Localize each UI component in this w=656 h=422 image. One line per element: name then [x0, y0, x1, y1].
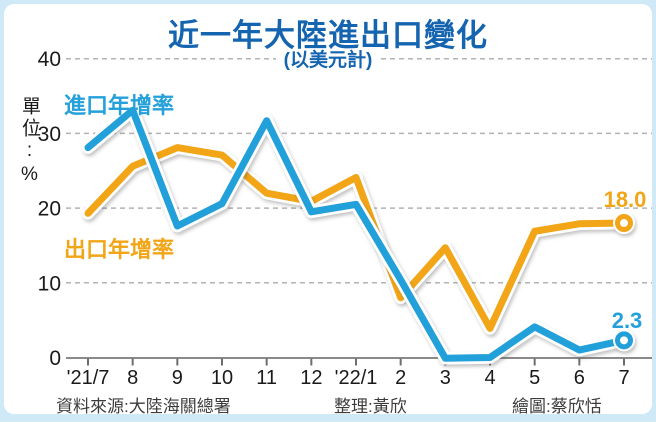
y-tick-label-30: 30 — [38, 123, 61, 146]
import-line-group — [81, 103, 631, 365]
import-last-value-label: 2.3 — [611, 308, 643, 333]
x-tick-label-3: 10 — [211, 367, 233, 389]
x-tick-label-9: 4 — [484, 367, 495, 389]
export-last-value-label: 18.0 — [603, 187, 647, 212]
y-tick-label-40: 40 — [38, 48, 61, 71]
export-endpoint-ring — [615, 214, 633, 233]
chart-subtitle: (以美元計) — [4, 45, 652, 72]
x-tick-label-11: 6 — [574, 367, 585, 389]
x-tick-label-12: 7 — [618, 367, 629, 389]
import-endpoint-marker — [613, 329, 635, 352]
x-tick-label-6: '22/1 — [335, 367, 378, 389]
y-tick-label-10: 10 — [38, 272, 61, 295]
chart-card: 0 10 20 30 40 '21/7 8 9 10 11 12 '22/1 2 3 4 5 6 7 近一年大陸進… — [4, 4, 652, 416]
y-tick-label-0: 0 — [49, 347, 61, 370]
export-line-group — [81, 141, 631, 335]
export-endpoint-marker — [613, 212, 635, 235]
x-tick-label-4: 11 — [256, 367, 277, 389]
editor-credit: 整理:黃欣 — [334, 397, 407, 416]
y-axis-unit-label: 單位:% — [19, 96, 40, 188]
x-tick-label-0: '21/7 — [67, 367, 110, 389]
x-tick-label-2: 9 — [172, 367, 183, 389]
import-endpoint-ring — [615, 331, 633, 350]
legend-import-label: 進口年增率 — [64, 93, 175, 118]
import-line — [84, 106, 628, 362]
illustrator-credit: 繪圖:蔡欣恬 — [512, 397, 602, 416]
x-tick-label-5: 12 — [300, 367, 322, 389]
chart-title: 近一年大陸進出口變化 — [168, 18, 488, 53]
x-tick-label-10: 5 — [529, 367, 540, 389]
x-tick-label-8: 3 — [440, 367, 451, 389]
x-tick-label-1: 8 — [127, 367, 138, 389]
line-chart-canvas: 0 10 20 30 40 '21/7 8 9 10 11 12 '22/1 2 3 4 5 6 7 — [38, 48, 652, 389]
export-line — [84, 144, 628, 332]
y-tick-label-20: 20 — [38, 198, 61, 221]
data-source-credit: 資料來源:大陸海關總署 — [56, 397, 231, 416]
x-tick-label-7: 2 — [395, 367, 406, 389]
legend-export-label: 出口年增率 — [64, 237, 175, 262]
